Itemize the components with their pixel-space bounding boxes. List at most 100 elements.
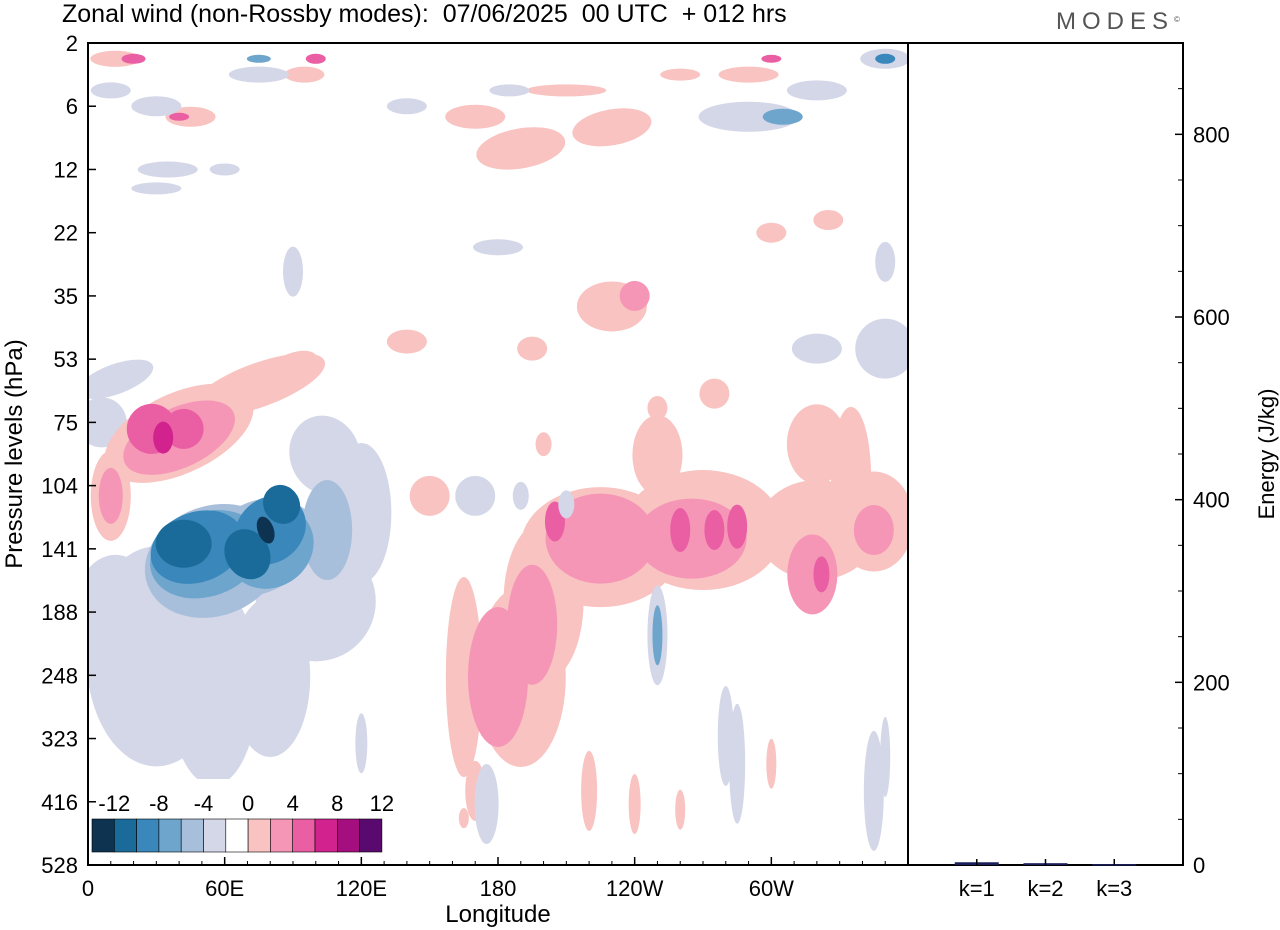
contour-region (263, 484, 301, 524)
colorbar: -12 -8 -4 0 4 8 12 (90, 779, 394, 856)
contour-region (169, 112, 190, 121)
logo-text: MODES (1056, 8, 1175, 35)
contour-region (121, 53, 146, 64)
contour-region (787, 534, 838, 615)
contour-region (762, 108, 803, 125)
colorbar-swatch (292, 818, 316, 853)
contour-region (163, 408, 204, 449)
contour-region (476, 127, 566, 170)
colorbar-label: 8 (331, 791, 343, 816)
y-tick-label: 2 (66, 31, 78, 56)
contour-region (228, 66, 289, 83)
energy-tick-label: 0 (1193, 853, 1205, 878)
y-axis-label: Pressure levels (hPa) (1, 339, 28, 568)
contour-region (474, 764, 499, 845)
energy-tick-label: 200 (1193, 670, 1230, 695)
contour-region (756, 222, 787, 243)
contour-region (698, 101, 799, 132)
colorbar-label: 0 (242, 791, 254, 816)
contour-region (526, 84, 607, 97)
energy-tick-label: 800 (1193, 122, 1230, 147)
colorbar-swatch (314, 818, 338, 853)
colorbar-swatch (359, 818, 383, 853)
energy-category-label: k=3 (1096, 876, 1132, 901)
contour-region (517, 336, 548, 361)
x-axis-label: Longitude (445, 901, 550, 928)
y-tick-label: 53 (54, 347, 78, 372)
contour-region (766, 738, 777, 789)
y-tick-label: 528 (41, 853, 78, 878)
colorbar-swatch (180, 818, 204, 853)
contour-region (855, 318, 908, 379)
contour-region (647, 396, 668, 421)
x-tick-label: 120W (606, 876, 664, 901)
y-tick-label: 104 (41, 474, 78, 499)
contour-region (224, 529, 271, 580)
x-tick-label: 60E (205, 876, 244, 901)
contour-region (699, 378, 730, 409)
contour-region (813, 210, 844, 231)
y-tick-label: 35 (54, 284, 78, 309)
contour-region (458, 808, 469, 829)
contour-region (718, 66, 779, 83)
colorbar-swatch (114, 818, 137, 853)
contour-region (489, 84, 530, 97)
contour-region (704, 510, 725, 551)
colorbar-label: 12 (370, 791, 394, 816)
x-tick-label: 60W (749, 876, 794, 901)
contour-region (512, 481, 529, 510)
contour-region (445, 104, 506, 129)
contour-region (283, 246, 303, 297)
contour-region (761, 54, 782, 63)
contour-region (670, 508, 691, 553)
contour-region (153, 421, 174, 454)
contour-region (256, 516, 275, 544)
y-tick-label: 6 (66, 94, 78, 119)
contour-region (409, 475, 450, 516)
contour-region (581, 750, 598, 831)
contour-region (88, 359, 154, 399)
y-tick-label: 188 (41, 600, 78, 625)
colorbar-swatch (225, 818, 249, 853)
contour-region (246, 54, 271, 63)
colorbar-label: -4 (194, 791, 214, 816)
energy-tick-label: 600 (1193, 305, 1230, 330)
colorbar-label: -8 (149, 791, 169, 816)
contour-region (813, 556, 830, 593)
contour-region (652, 605, 663, 666)
contour-region (535, 432, 552, 457)
colorbar-swatch (247, 818, 271, 853)
colorbar-swatch (91, 818, 115, 853)
contour-region (455, 475, 496, 516)
y-tick-label: 141 (41, 537, 78, 562)
colorbar-label: 4 (287, 791, 299, 816)
y-tick-label: 248 (41, 663, 78, 688)
colorbar-swatch (203, 818, 227, 853)
contour-region (572, 108, 652, 147)
contour-region (168, 585, 259, 786)
chart-title: Zonal wind (non-Rossby modes): 07/06/202… (62, 0, 787, 28)
x-tick-label: 120E (336, 876, 387, 901)
contour-region (355, 713, 368, 774)
contour-region (165, 106, 216, 127)
contour-region (269, 350, 317, 380)
y-tick-label: 323 (41, 727, 78, 752)
contour-region (468, 606, 528, 747)
energy-category-label: k=2 (1027, 876, 1063, 901)
contour-region (875, 53, 896, 64)
colorbar-swatch (270, 818, 293, 853)
contour-region (729, 703, 746, 824)
contour-region (284, 66, 325, 83)
energy-axis-label: Energy (J/kg) (1254, 389, 1279, 520)
y-tick-label: 75 (54, 410, 78, 435)
contour-region (137, 161, 198, 178)
energy-bars: 0 200 400 600 800 Energy (J/kg) k=1 k=2 k=3 (954, 88, 1279, 901)
colorbar-label: -12 (98, 791, 130, 816)
x-tick-label: 0 (82, 876, 94, 901)
contour-region (88, 554, 161, 695)
contour-region (90, 82, 131, 99)
contour-region (386, 98, 427, 115)
contour-region (863, 730, 884, 851)
y-tick-label: 12 (54, 157, 78, 182)
